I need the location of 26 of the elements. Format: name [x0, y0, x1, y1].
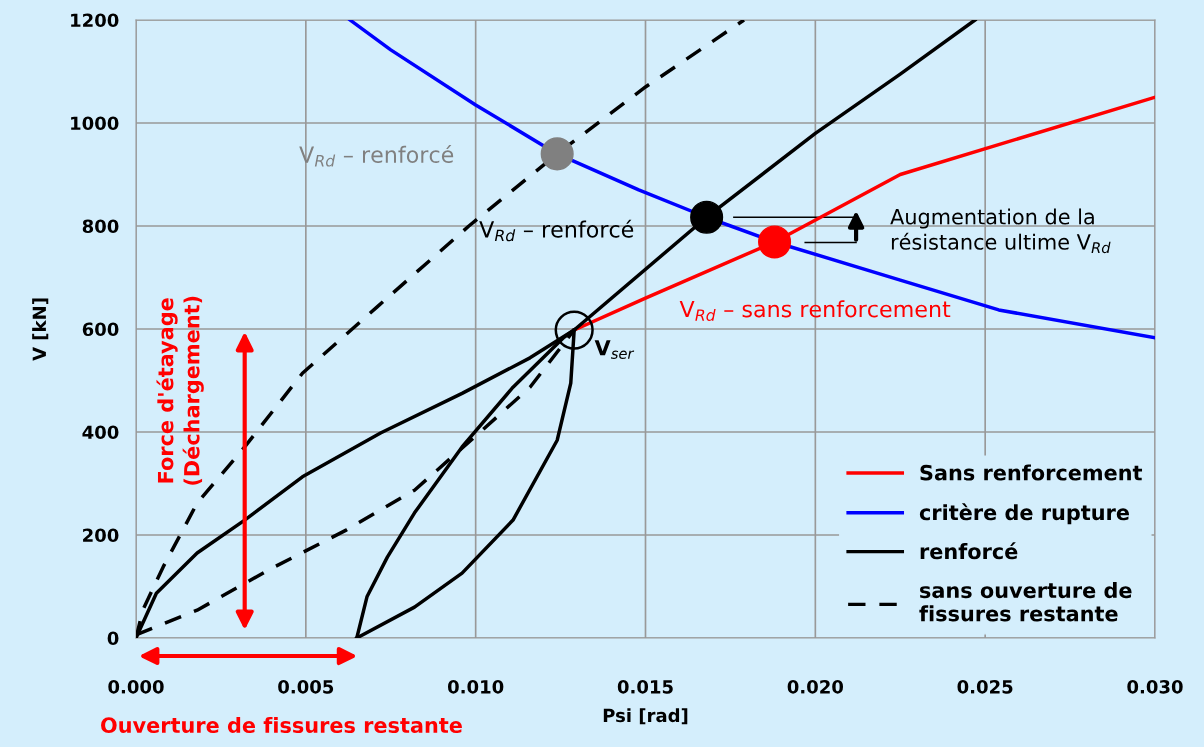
x-tick-label: 0.020 [787, 679, 844, 694]
annotation: Force d'étayage (Déchargement) [156, 296, 204, 485]
x-tick-label: 0.025 [957, 679, 1013, 694]
y-axis-title: V [kN] [32, 298, 49, 361]
legend-label: critère de rupture [919, 503, 1129, 525]
annotation: V$_{Rd}$ – renforcé [479, 219, 634, 242]
x-tick-label: 0.000 [108, 679, 164, 694]
annotation: Augmentation de la résistance ultime V$_{Rd}$ [890, 208, 1111, 254]
x-tick-label: 0.030 [1127, 679, 1183, 694]
y-tick-label: 800 [82, 219, 119, 234]
x-tick-label: 0.015 [617, 679, 673, 694]
legend-label: Sans renforcement [920, 464, 1143, 481]
x-tick-label: 0.005 [278, 679, 334, 694]
x-axis-title: Psi [rad] [603, 708, 688, 725]
legend-label: renforcé [920, 542, 1018, 560]
x-tick-label: 0.010 [447, 679, 504, 694]
legend-label: sans ouverture de fissures restante [919, 582, 1132, 622]
y-tick-label: 0 [107, 631, 119, 646]
annotation: V$_{Rd}$ – sans renforcement [679, 300, 951, 321]
y-tick-label: 400 [82, 425, 119, 440]
y-tick-label: 1200 [71, 13, 119, 28]
annotation: V$_{ser}$ [594, 340, 635, 359]
y-tick-label: 600 [82, 322, 119, 337]
text: Ouverture de fissures restante [101, 716, 462, 734]
y-tick-label: 200 [83, 528, 119, 543]
y-tick-label: 1000 [71, 116, 119, 131]
